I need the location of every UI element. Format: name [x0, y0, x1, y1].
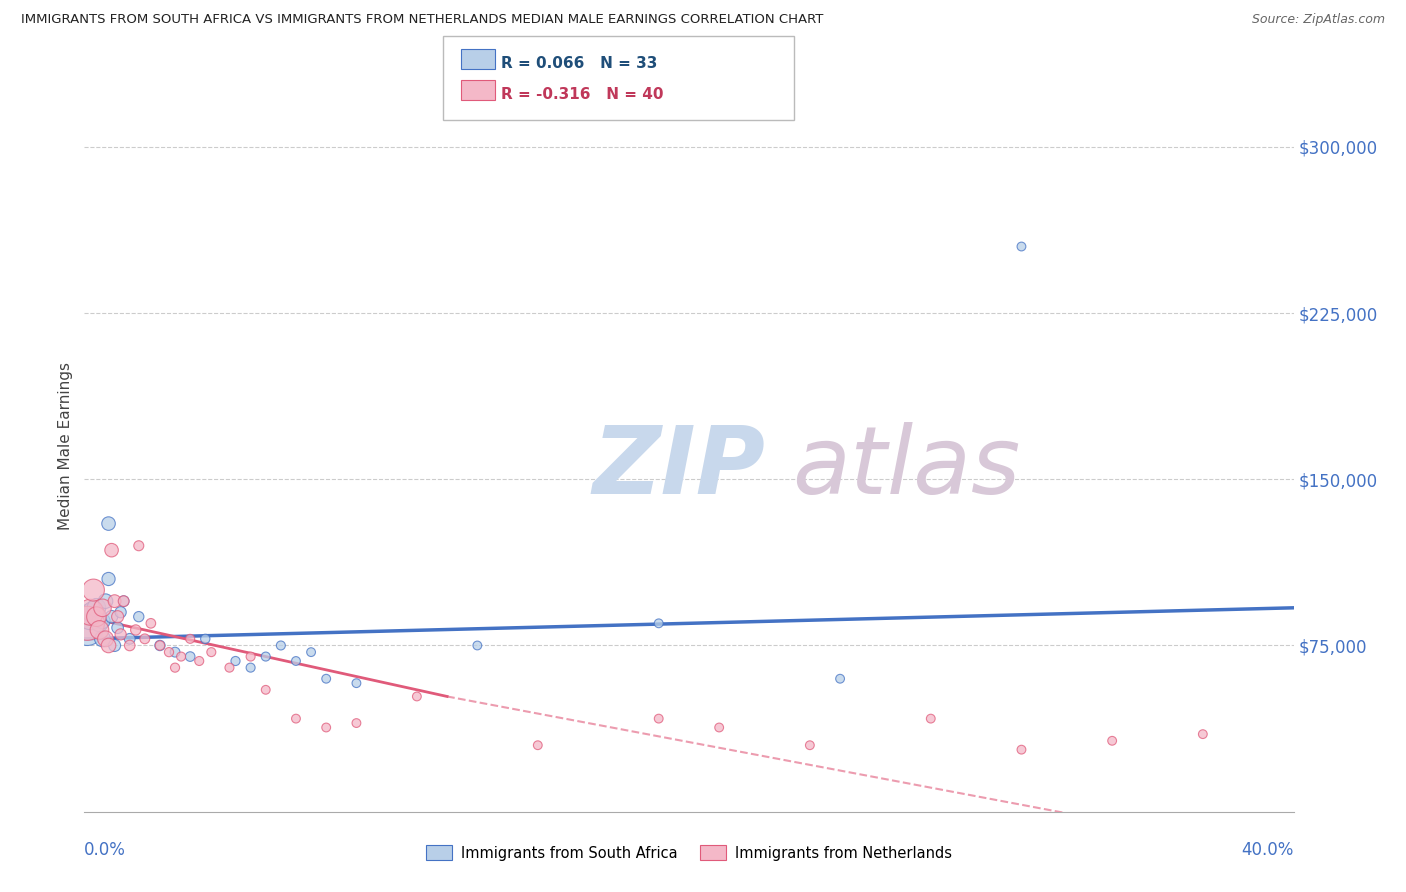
- Point: [1192, 727, 1215, 741]
- Legend: Immigrants from South Africa, Immigrants from Netherlands: Immigrants from South Africa, Immigrants…: [420, 839, 957, 867]
- Point: [118, 632, 141, 646]
- Point: [107, 621, 129, 635]
- Point: [1101, 733, 1123, 747]
- Point: [346, 716, 368, 731]
- Point: [82, 605, 104, 619]
- Point: [94, 594, 117, 608]
- Y-axis label: Median Male Earnings: Median Male Earnings: [58, 362, 73, 530]
- Point: [100, 609, 122, 624]
- Point: [799, 738, 821, 752]
- Point: [179, 649, 201, 664]
- Point: [89, 616, 111, 631]
- Point: [165, 660, 187, 674]
- Point: [91, 632, 114, 646]
- Point: [648, 712, 671, 726]
- Point: [239, 660, 262, 674]
- Point: [104, 594, 127, 608]
- Point: [128, 539, 150, 553]
- Text: 0.0%: 0.0%: [84, 841, 127, 859]
- Point: [89, 623, 111, 637]
- Point: [110, 605, 132, 619]
- Text: R = -0.316   N = 40: R = -0.316 N = 40: [501, 87, 664, 103]
- Point: [104, 639, 127, 653]
- Point: [218, 660, 240, 674]
- Point: [86, 600, 108, 615]
- Text: atlas: atlas: [792, 423, 1019, 514]
- Point: [170, 649, 193, 664]
- Point: [346, 676, 368, 690]
- Point: [76, 616, 98, 631]
- Point: [79, 609, 101, 624]
- Point: [97, 639, 120, 653]
- Point: [648, 616, 671, 631]
- Point: [112, 594, 135, 608]
- Point: [527, 738, 550, 752]
- Point: [112, 594, 135, 608]
- Point: [128, 609, 150, 624]
- Point: [1011, 742, 1033, 756]
- Point: [179, 632, 201, 646]
- Point: [110, 627, 132, 641]
- Text: 40.0%: 40.0%: [1241, 841, 1294, 859]
- Text: R = 0.066   N = 33: R = 0.066 N = 33: [501, 56, 657, 71]
- Point: [225, 654, 247, 668]
- Point: [254, 682, 277, 697]
- Point: [194, 632, 217, 646]
- Point: [467, 639, 489, 653]
- Point: [200, 645, 222, 659]
- Point: [76, 623, 98, 637]
- Text: IMMIGRANTS FROM SOUTH AFRICA VS IMMIGRANTS FROM NETHERLANDS MEDIAN MALE EARNINGS: IMMIGRANTS FROM SOUTH AFRICA VS IMMIGRAN…: [21, 13, 824, 27]
- Point: [254, 649, 277, 664]
- Text: ZIP: ZIP: [592, 422, 765, 514]
- Point: [82, 583, 104, 598]
- Point: [920, 712, 942, 726]
- Point: [86, 609, 108, 624]
- Point: [91, 600, 114, 615]
- Point: [134, 632, 156, 646]
- Point: [1011, 239, 1033, 253]
- Point: [107, 609, 129, 624]
- Point: [157, 645, 180, 659]
- Point: [830, 672, 852, 686]
- Point: [315, 721, 337, 735]
- Point: [94, 632, 117, 646]
- Point: [709, 721, 731, 735]
- Point: [149, 639, 172, 653]
- Point: [299, 645, 322, 659]
- Point: [118, 639, 141, 653]
- Point: [285, 712, 308, 726]
- Point: [285, 654, 308, 668]
- Point: [97, 572, 120, 586]
- Point: [97, 516, 120, 531]
- Point: [239, 649, 262, 664]
- Point: [270, 639, 292, 653]
- Point: [125, 623, 148, 637]
- Point: [165, 645, 187, 659]
- Point: [315, 672, 337, 686]
- Point: [188, 654, 211, 668]
- Text: Source: ZipAtlas.com: Source: ZipAtlas.com: [1251, 13, 1385, 27]
- Point: [79, 605, 101, 619]
- Point: [406, 690, 429, 704]
- Point: [149, 639, 172, 653]
- Point: [139, 616, 162, 631]
- Point: [100, 543, 122, 558]
- Point: [91, 614, 114, 628]
